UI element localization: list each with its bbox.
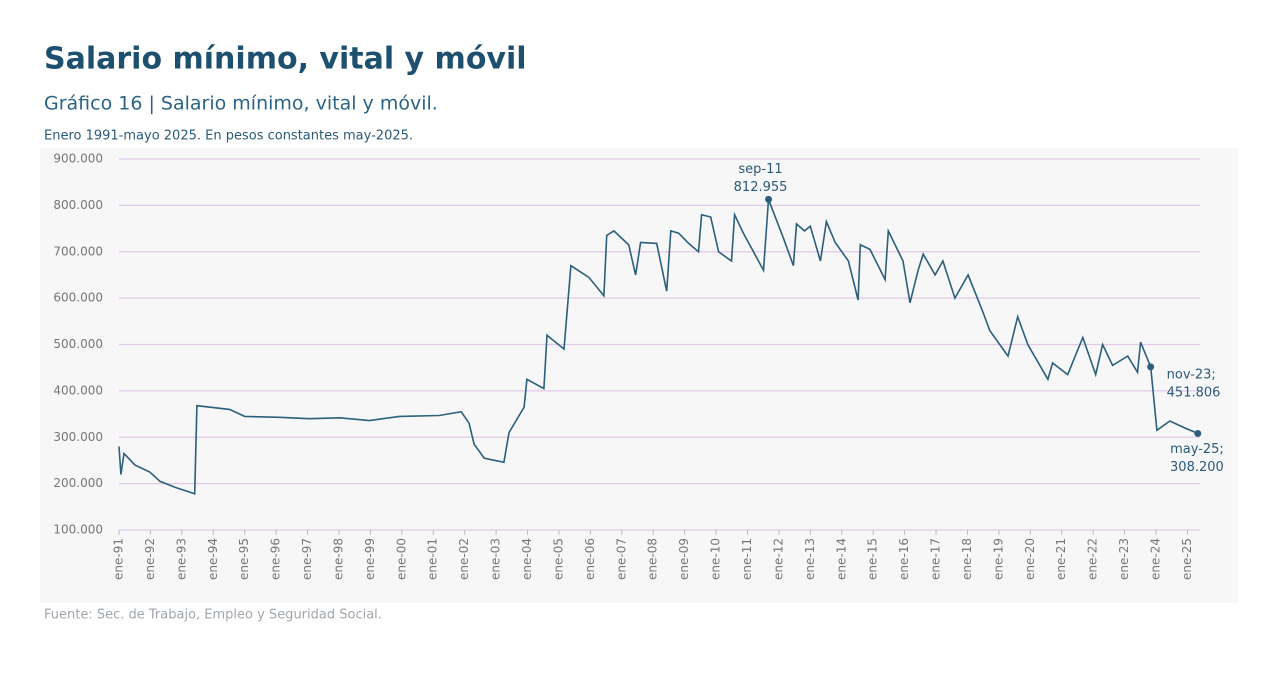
x-tick-label: ene-05 — [551, 538, 565, 580]
x-tick-label: ene-03 — [489, 538, 503, 580]
x-tick-label: ene-04 — [520, 538, 534, 580]
annotation-point — [1147, 363, 1155, 371]
y-tick-label: 500.000 — [53, 337, 103, 351]
annotation-label: sep-11 — [738, 162, 782, 177]
x-tick-label: ene-00 — [394, 538, 408, 580]
x-tick-label: ene-99 — [363, 538, 377, 580]
x-tick-label: ene-09 — [677, 538, 691, 580]
chart-note: Enero 1991-mayo 2025. En pesos constante… — [44, 129, 413, 144]
x-tick-label: ene-12 — [771, 538, 785, 580]
y-tick-label: 800.000 — [53, 198, 103, 212]
x-tick-label: ene-97 — [300, 538, 314, 580]
x-tick-label: ene-25 — [1180, 538, 1194, 580]
x-tick-label: ene-02 — [457, 538, 471, 580]
x-tick-label: ene-91 — [112, 538, 126, 580]
x-tick-label: ene-01 — [426, 538, 440, 580]
x-tick-label: ene-13 — [803, 538, 817, 580]
chart-background — [40, 148, 1238, 603]
x-tick-label: ene-19 — [991, 538, 1005, 580]
y-tick-label: 700.000 — [53, 244, 103, 258]
annotation-point — [765, 195, 773, 203]
x-tick-label: ene-92 — [143, 538, 157, 580]
x-tick-label: ene-08 — [646, 538, 660, 580]
x-tick-label: ene-14 — [834, 538, 848, 580]
x-tick-label: ene-24 — [1149, 538, 1163, 580]
x-tick-label: ene-96 — [269, 538, 283, 580]
x-tick-label: ene-17 — [929, 538, 943, 580]
y-tick-label: 900.000 — [53, 152, 103, 166]
chart-subtitle: Gráfico 16 | Salario mínimo, vital y móv… — [44, 93, 438, 115]
y-tick-label: 300.000 — [53, 430, 103, 444]
chart-title: Salario mínimo, vital y móvil — [44, 42, 527, 77]
y-tick-label: 200.000 — [53, 476, 103, 490]
x-tick-label: ene-22 — [1086, 538, 1100, 580]
x-tick-label: ene-11 — [740, 538, 754, 580]
x-tick-label: ene-10 — [709, 538, 723, 580]
annotation-label: may-25; — [1170, 442, 1224, 457]
x-tick-label: ene-95 — [237, 538, 251, 580]
x-tick-label: ene-93 — [174, 538, 188, 580]
x-tick-label: ene-20 — [1023, 538, 1037, 580]
series-line — [118, 199, 1199, 495]
x-tick-label: ene-94 — [206, 538, 220, 580]
annotation-point — [1194, 429, 1202, 437]
annotation-value: 812.955 — [734, 180, 788, 195]
y-tick-label: 100.000 — [53, 523, 103, 537]
chart-source: Fuente: Sec. de Trabajo, Empleo y Seguri… — [44, 608, 382, 623]
x-tick-label: ene-21 — [1054, 538, 1068, 580]
x-tick-label: ene-23 — [1117, 538, 1131, 580]
x-tick-label: ene-98 — [331, 538, 345, 580]
x-tick-label: ene-15 — [866, 538, 880, 580]
x-tick-label: ene-18 — [960, 538, 974, 580]
y-tick-label: 400.000 — [53, 383, 103, 397]
annotation-value: 308.200 — [1170, 460, 1224, 475]
x-tick-label: ene-07 — [614, 538, 628, 580]
x-tick-label: ene-06 — [583, 538, 597, 580]
y-tick-label: 600.000 — [53, 291, 103, 305]
annotation-value: 451.806 — [1167, 385, 1221, 400]
x-tick-label: ene-16 — [897, 538, 911, 580]
annotation-label: nov-23; — [1167, 367, 1216, 382]
